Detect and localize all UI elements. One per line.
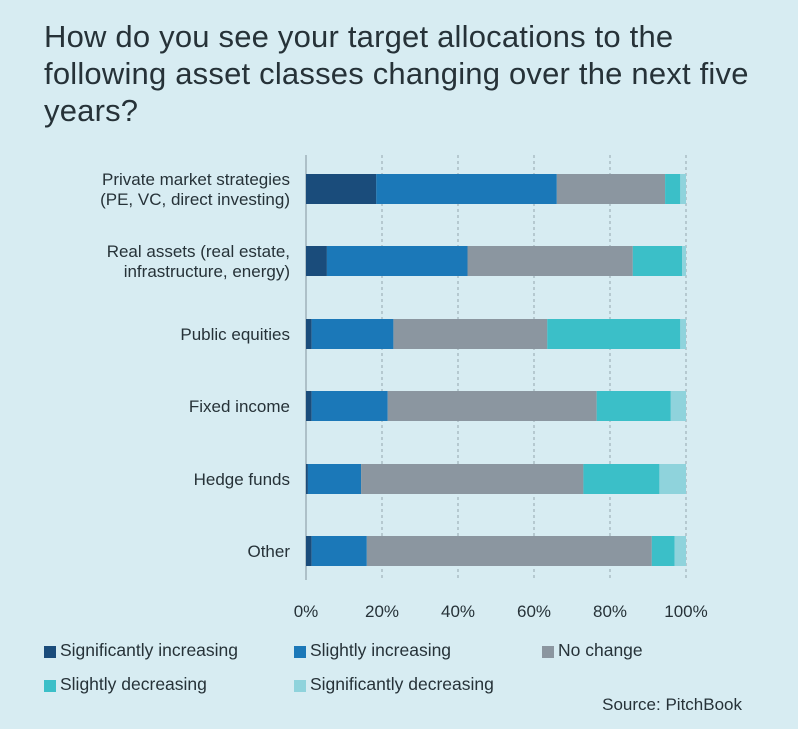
bar-segment <box>306 246 327 276</box>
bar-segment <box>306 536 312 566</box>
bar-segment <box>306 319 312 349</box>
bar-segment <box>311 319 394 349</box>
source-note: Source: PitchBook <box>602 695 742 714</box>
legend-item: Slightly decreasing <box>44 674 207 695</box>
category-label: Real assets (real estate, infrastructure,… <box>107 242 290 281</box>
bar-segment <box>366 536 652 566</box>
legend-label: Significantly increasing <box>60 640 239 660</box>
legend: Significantly increasing Slightly increas… <box>44 640 764 710</box>
bar-segment <box>467 246 633 276</box>
legend-item: Significantly increasing <box>44 640 238 661</box>
legend-swatch <box>44 679 56 692</box>
category-label: Public equities <box>180 325 290 344</box>
bar-segment <box>311 536 367 566</box>
category-label: Other <box>247 542 290 561</box>
x-tick-label: 80% <box>593 602 627 621</box>
bar-segment <box>376 174 557 204</box>
legend-label: No change <box>558 640 643 660</box>
chart-title: How do you see your target allocations t… <box>44 19 749 128</box>
legend-item: Slightly increasing <box>294 640 451 661</box>
legend-label: Slightly decreasing <box>60 674 207 694</box>
bar-segment <box>326 246 468 276</box>
legend-swatch <box>542 645 554 658</box>
legend-swatch <box>294 679 306 692</box>
category-label: Hedge funds <box>194 470 290 489</box>
bar-segment <box>387 391 597 421</box>
legend-item: No change <box>542 640 643 661</box>
bar-segment <box>651 536 675 566</box>
bar-segment <box>311 391 388 421</box>
bar-segment <box>665 174 681 204</box>
legend-label: Slightly increasing <box>310 640 452 660</box>
bar-segment <box>306 174 377 204</box>
bar-segment <box>556 174 666 204</box>
category-label: Fixed income <box>189 397 290 416</box>
bar-segment <box>306 391 312 421</box>
bar-segment <box>632 246 683 276</box>
bar-segment <box>547 319 681 349</box>
bar-segment <box>680 174 686 204</box>
x-tick-label: 60% <box>517 602 551 621</box>
stacked-bar-chart: Private market strategies (PE, VC, direct… <box>100 155 708 621</box>
x-tick-label: 100% <box>664 602 707 621</box>
category-label: Private market strategies (PE, VC, direct… <box>100 170 290 209</box>
bar-segment <box>393 319 548 349</box>
bars <box>306 174 686 566</box>
bar-segment <box>674 536 686 566</box>
x-tick-label: 40% <box>441 602 475 621</box>
x-tick-label: 0% <box>294 602 319 621</box>
bar-segment <box>307 464 362 494</box>
bar-segment <box>306 464 308 494</box>
x-tick-label: 20% <box>365 602 399 621</box>
legend-swatch <box>294 645 306 658</box>
category-labels: Private market strategies (PE, VC, direct… <box>100 170 290 561</box>
x-tick-labels: 0% 20% 40% 60% 80% 100% <box>294 602 708 621</box>
legend-item: Significantly decreasing <box>294 674 494 695</box>
bar-segment <box>361 464 584 494</box>
bar-segment <box>682 246 686 276</box>
bar-segment <box>583 464 660 494</box>
bar-segment <box>680 319 686 349</box>
bar-segment <box>596 391 671 421</box>
legend-swatch <box>44 645 56 658</box>
bar-segment <box>670 391 686 421</box>
bar-segment <box>659 464 686 494</box>
legend-label: Significantly decreasing <box>310 674 494 694</box>
grid-lines <box>305 155 687 580</box>
